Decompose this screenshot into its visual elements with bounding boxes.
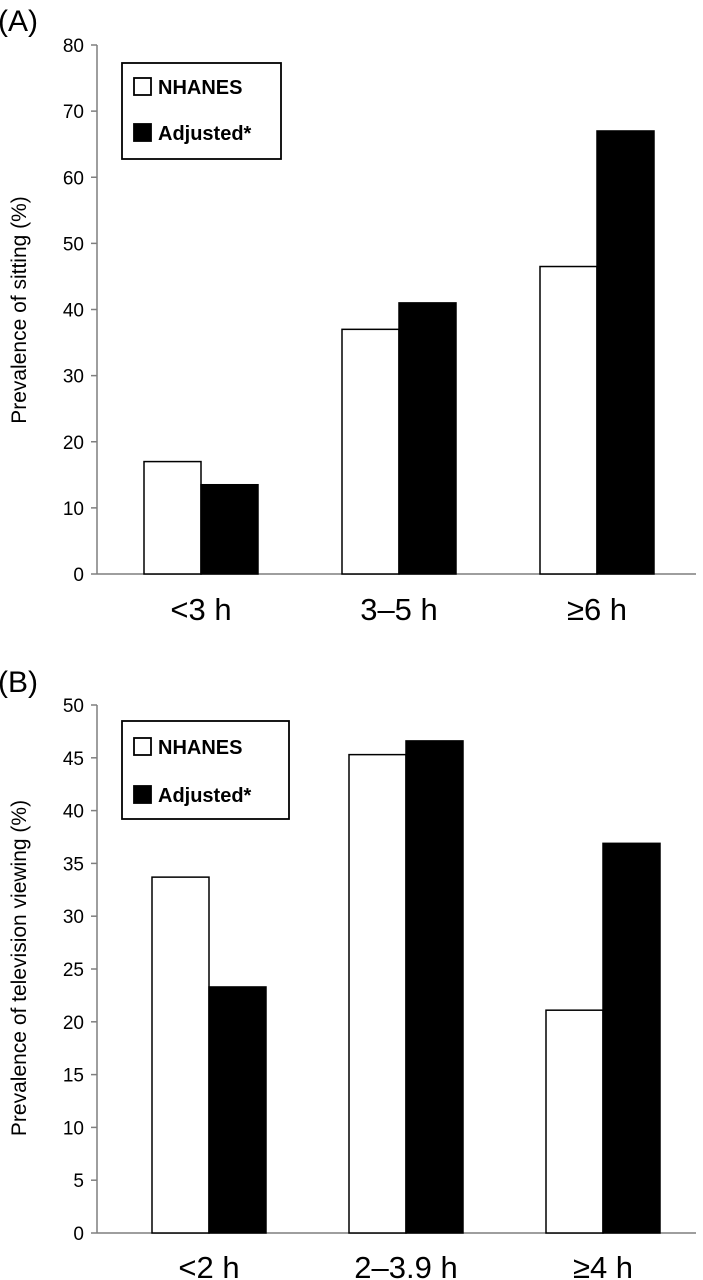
y-tick-label: 45	[63, 749, 84, 770]
bar-adjusted	[596, 130, 655, 575]
bar-nhanes	[348, 753, 407, 1234]
bar-adjusted	[405, 740, 464, 1234]
y-tick-label: 20	[63, 1013, 84, 1034]
bar-adjusted	[398, 302, 457, 575]
bar-nhanes	[341, 328, 400, 575]
x-tick-label: ≥4 h	[573, 1250, 633, 1280]
legend-label-adjusted: Adjusted*	[158, 785, 252, 807]
y-tick-label: 10	[63, 1118, 84, 1139]
legend-a: NHANES Adjusted*	[121, 62, 282, 160]
bar-nhanes	[539, 265, 598, 575]
y-tick-label: 40	[63, 301, 84, 322]
legend-swatch-nhanes	[133, 737, 152, 756]
x-tick-label: 2–3.9 h	[354, 1250, 457, 1280]
legend-swatch-adjusted	[133, 123, 152, 142]
axes-a: 0 10 20 30 40 50 60 70 80	[63, 36, 696, 586]
chart-panel-b: (B) Prevalence of television viewing (%)…	[0, 666, 696, 1280]
y-axis-label-b: Prevalence of television viewing (%)	[8, 800, 31, 1136]
bar-adjusted	[602, 842, 661, 1234]
y-tick-label: 70	[63, 102, 84, 123]
legend-label-nhanes: NHANES	[158, 77, 242, 99]
legend-b: NHANES Adjusted*	[121, 720, 290, 820]
y-tick-label: 35	[63, 854, 84, 875]
x-tick-label: <3 h	[170, 592, 231, 627]
legend-label-nhanes: NHANES	[158, 737, 242, 759]
legend-swatch-adjusted	[133, 785, 152, 804]
bar-nhanes	[143, 460, 202, 575]
y-tick-label: 5	[73, 1171, 84, 1192]
legend-label-adjusted: Adjusted*	[158, 123, 252, 145]
y-tick-label: 25	[63, 960, 84, 981]
bar-adjusted	[208, 986, 267, 1234]
panel-label-a: (A)	[0, 5, 38, 38]
x-tick-label: 3–5 h	[360, 592, 438, 627]
panel-label-b: (B)	[0, 666, 38, 699]
y-tick-label: 30	[63, 367, 84, 388]
y-tick-label: 15	[63, 1066, 84, 1087]
y-tick-label: 50	[63, 696, 84, 717]
chart-panel-a: (A) Prevalence of sitting (%) 0 10 20 30 40 5…	[0, 5, 696, 627]
y-tick-label: 60	[63, 168, 84, 189]
y-tick-label: 0	[73, 1224, 84, 1245]
legend-swatch-nhanes	[133, 77, 152, 96]
x-tick-label: <2 h	[178, 1250, 239, 1280]
x-tick-label: ≥6 h	[567, 592, 627, 627]
y-tick-label: 10	[63, 499, 84, 520]
y-tick-label: 30	[63, 907, 84, 928]
bar-adjusted	[200, 483, 259, 575]
x-tick-labels-b: <2 h 2–3.9 h ≥4 h	[178, 1250, 633, 1280]
y-tick-label: 0	[73, 565, 84, 586]
bars-a	[143, 130, 655, 575]
y-tick-label: 50	[63, 234, 84, 255]
y-tick-label: 80	[63, 36, 84, 57]
bar-nhanes	[545, 1009, 604, 1234]
x-tick-labels-a: <3 h 3–5 h ≥6 h	[170, 592, 627, 627]
y-tick-label: 20	[63, 433, 84, 454]
y-tick-label: 40	[63, 802, 84, 823]
y-axis-label-a: Prevalence of sitting (%)	[8, 196, 31, 424]
bars-b	[151, 740, 661, 1234]
bar-nhanes	[151, 876, 210, 1234]
